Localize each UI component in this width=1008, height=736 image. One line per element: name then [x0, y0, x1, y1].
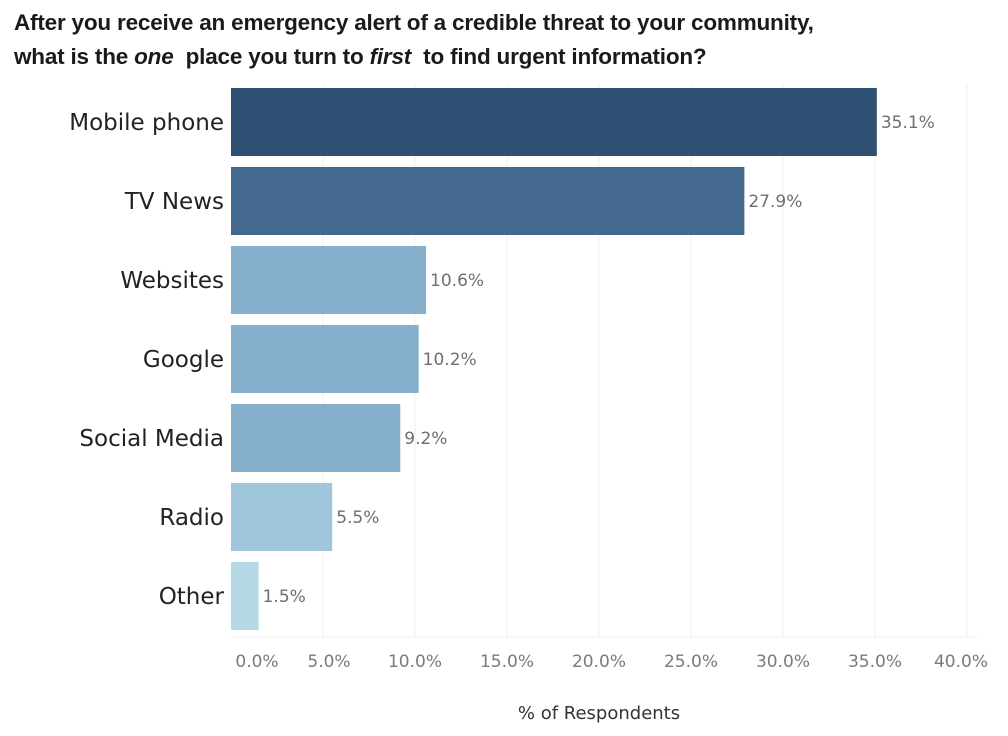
- chart-title-line-2: what is the one place you turn to first …: [14, 40, 814, 74]
- category-labels: Mobile phone TV News Websites Google Social …: [69, 110, 224, 610]
- x-tick-label: 35.0%: [848, 652, 902, 672]
- bar-google: [231, 325, 419, 393]
- value-label: 10.2%: [423, 350, 477, 370]
- bar-other: [231, 562, 259, 630]
- x-tick-label: 5.0%: [307, 652, 350, 672]
- category-label: Social Media: [79, 426, 224, 452]
- x-tick-label: 15.0%: [480, 652, 534, 672]
- bars: [231, 88, 877, 630]
- bar-mobile-phone: [231, 88, 877, 156]
- value-label: 27.9%: [748, 192, 802, 212]
- chart-title-line-1: After you receive an emergency alert of …: [14, 10, 814, 35]
- value-label: 5.5%: [336, 508, 379, 528]
- x-tick-label: 10.0%: [388, 652, 442, 672]
- x-tick-label: 25.0%: [664, 652, 718, 672]
- x-tick-labels: 0.0% 5.0% 10.0% 15.0% 20.0% 25.0% 30.0% 35.0% 40…: [235, 652, 988, 672]
- value-label: 35.1%: [881, 113, 935, 133]
- category-label: Mobile phone: [69, 110, 224, 136]
- bar-social-media: [231, 404, 401, 472]
- title-emphasis-one: one: [134, 44, 174, 69]
- title-text: to find urgent information?: [411, 44, 707, 69]
- category-label: Other: [159, 584, 225, 610]
- value-labels: 35.1% 27.9% 10.6% 10.2% 9.2% 5.5% 1.5%: [263, 113, 935, 607]
- value-label: 1.5%: [263, 587, 306, 607]
- x-axis-title: % of Respondents: [518, 703, 680, 724]
- chart-title: After you receive an emergency alert of …: [14, 6, 814, 74]
- value-label: 10.6%: [430, 271, 484, 291]
- x-tick-label: 0.0%: [235, 652, 278, 672]
- category-label: Google: [143, 347, 224, 373]
- x-tick-label: 40.0%: [934, 652, 988, 672]
- x-tick-label: 30.0%: [756, 652, 810, 672]
- bar-websites: [231, 246, 427, 314]
- category-label: Websites: [120, 268, 224, 294]
- value-label: 9.2%: [404, 429, 447, 449]
- bar-radio: [231, 483, 333, 551]
- title-text: what is the: [14, 44, 135, 69]
- bar-tv-news: [231, 167, 745, 235]
- title-emphasis-first: first: [369, 44, 412, 69]
- category-label: Radio: [159, 505, 224, 531]
- title-text: place you turn to: [173, 44, 370, 69]
- x-tick-label: 20.0%: [572, 652, 626, 672]
- category-label: TV News: [124, 189, 224, 215]
